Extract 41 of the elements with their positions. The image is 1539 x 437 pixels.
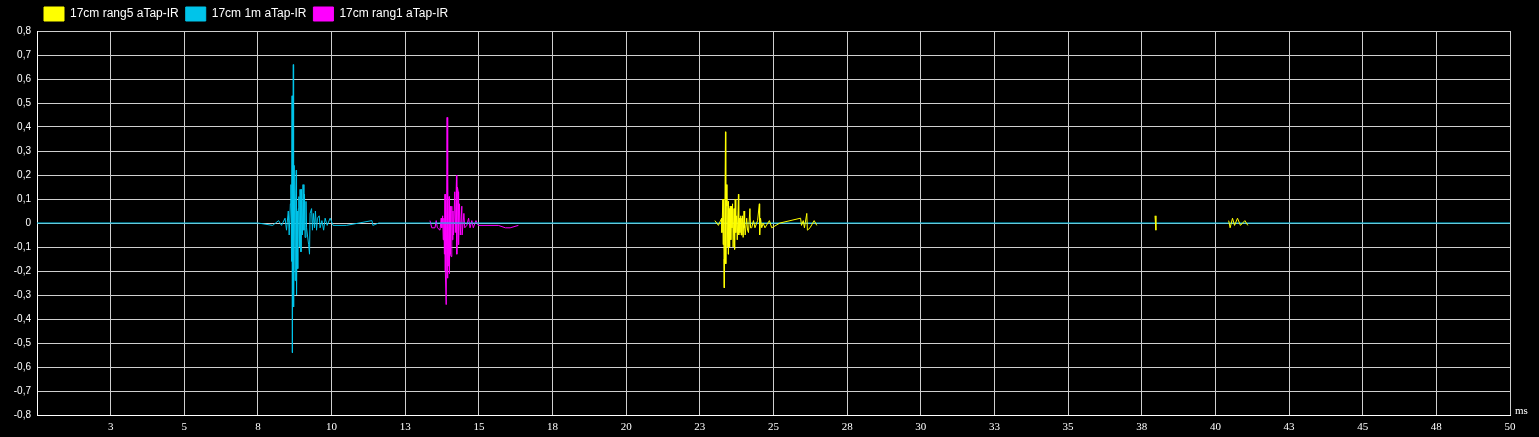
x-tick-label: 8 xyxy=(255,420,262,433)
legend-label: 17cm 1m aTap-IR xyxy=(211,6,307,21)
y-tick-label: 0,5 xyxy=(17,96,32,108)
x-tick-label: 45 xyxy=(1357,420,1369,433)
x-tick-label: 43 xyxy=(1283,420,1296,433)
x-tick-label: 23 xyxy=(694,420,706,433)
y-tick-label: 0,8 xyxy=(17,24,32,36)
y-tick-label: 0,1 xyxy=(17,192,32,204)
x-tick-label: 10 xyxy=(326,420,338,433)
y-tick-label: -0,5 xyxy=(13,336,32,348)
x-tick-label: 30 xyxy=(915,420,927,433)
y-tick-label: 0,2 xyxy=(17,168,32,180)
x-tick-label: 20 xyxy=(620,420,633,433)
x-tick-label: 25 xyxy=(768,420,780,433)
y-tick-label: 0,6 xyxy=(17,72,32,84)
x-tick-label: 3 xyxy=(107,420,114,433)
x-tick-label: 50 xyxy=(1504,420,1516,433)
y-tick-label: 0,3 xyxy=(17,144,32,156)
x-tick-label: 35 xyxy=(1062,420,1075,433)
y-tick-label: 0,4 xyxy=(17,120,32,132)
y-tick-label: -0,4 xyxy=(13,312,32,324)
x-tick-label: 5 xyxy=(181,420,188,433)
x-tick-label: 38 xyxy=(1136,420,1148,433)
legend-label: 17cm rang5 aTap-IR xyxy=(70,6,180,21)
y-tick-label: -0,8 xyxy=(13,408,32,420)
x-tick-label: 33 xyxy=(988,420,1001,433)
x-tick-label: 28 xyxy=(841,420,854,433)
y-tick-label: -0,1 xyxy=(13,240,32,252)
y-tick-label: -0,2 xyxy=(13,264,32,276)
y-tick-label: 0,7 xyxy=(17,48,32,60)
y-tick-label: 0 xyxy=(25,216,32,228)
x-axis-title: ms xyxy=(1515,403,1528,416)
x-tick-label: 13 xyxy=(399,420,412,433)
x-tick-label: 40 xyxy=(1209,420,1222,433)
y-tick-label: -0,6 xyxy=(13,360,32,372)
legend-label: 17cm rang1 aTap-IR xyxy=(339,6,449,21)
x-tick-label: 48 xyxy=(1430,420,1443,433)
y-tick-label: -0,7 xyxy=(13,384,32,396)
x-tick-label: 18 xyxy=(547,420,559,433)
x-tick-label: 15 xyxy=(473,420,485,433)
y-tick-label: -0,3 xyxy=(13,288,32,300)
